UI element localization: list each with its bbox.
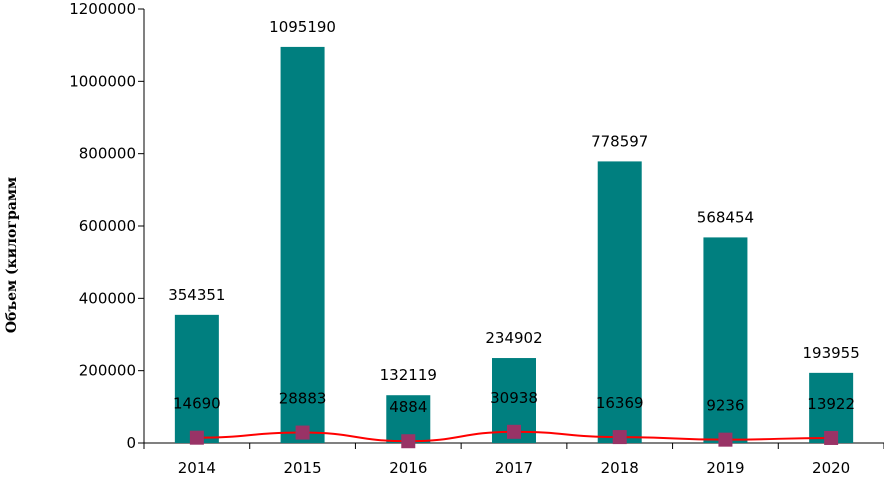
bar: [703, 237, 748, 443]
line-marker: [295, 425, 310, 440]
y-tick-label: 400000: [79, 289, 136, 307]
line-data-label: 16369: [596, 394, 644, 412]
x-tick-label: 2015: [283, 459, 321, 477]
line-data-label: 4884: [389, 398, 427, 416]
y-axis-title: Объем (килограмм: [4, 176, 20, 334]
y-tick-label: 1200000: [69, 0, 136, 18]
line-data-label: 9236: [706, 397, 744, 415]
y-tick-label: 200000: [79, 362, 136, 380]
bar-data-label: 132119: [380, 366, 437, 384]
line-marker: [507, 424, 521, 439]
line-marker: [189, 430, 204, 445]
bar: [280, 46, 325, 444]
y-axis-title-box: Объем (килограмм: [2, 160, 22, 350]
bar-data-label: 1095190: [269, 18, 336, 36]
bar-data-label: 568454: [697, 208, 754, 226]
y-tick-label: 600000: [79, 217, 136, 235]
x-tick-label: 2020: [812, 459, 850, 477]
bar-data-label: 193955: [803, 344, 860, 362]
line-data-label: 28883: [279, 390, 327, 408]
line-data-label: 13922: [807, 395, 855, 413]
bar: [597, 161, 642, 444]
bar: [174, 314, 219, 443]
bar-data-label: 234902: [485, 329, 542, 347]
bar-data-label: 354351: [168, 286, 225, 304]
y-tick-label: 800000: [79, 145, 136, 163]
x-tick-label: 2017: [495, 459, 533, 477]
line-marker: [612, 430, 627, 445]
line-data-label: 30938: [490, 389, 538, 407]
line-marker: [401, 434, 416, 449]
x-tick-label: 2014: [178, 459, 216, 477]
y-tick-label: 1000000: [69, 72, 136, 90]
y-tick-label: 0: [126, 434, 136, 452]
bar-data-label: 778597: [591, 132, 648, 150]
x-tick-label: 2018: [601, 459, 639, 477]
line-marker: [718, 432, 733, 447]
line-marker: [824, 430, 839, 445]
x-tick-label: 2016: [389, 459, 427, 477]
line-data-label: 14690: [173, 395, 221, 413]
x-tick-label: 2019: [706, 459, 744, 477]
